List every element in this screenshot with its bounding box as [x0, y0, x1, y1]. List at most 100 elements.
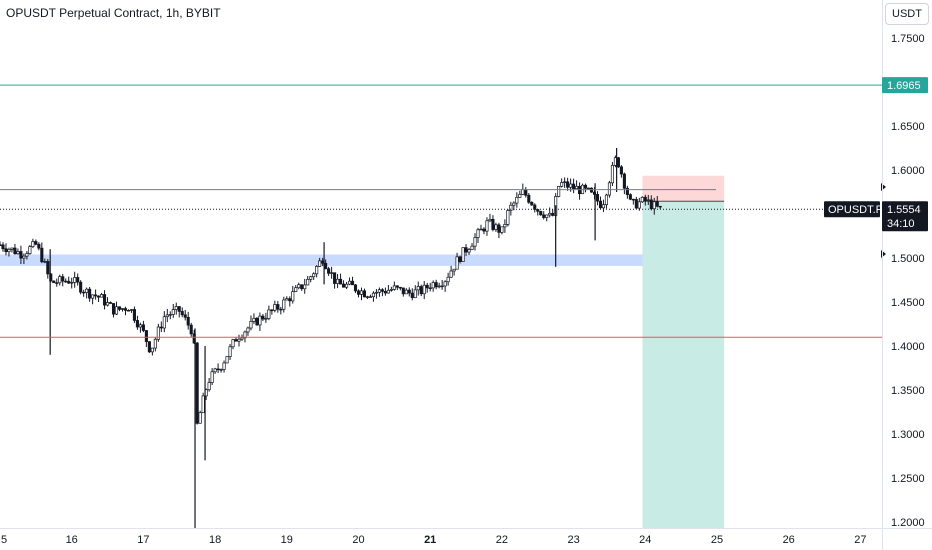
candle-body [383, 291, 387, 294]
candle-body [610, 165, 614, 184]
candle-body [303, 284, 307, 290]
price-axis[interactable]: 1.75001.65001.60001.55001.50001.45001.40… [881, 33, 925, 529]
candle-body [467, 249, 471, 253]
candle-body [345, 283, 349, 288]
candle-body [105, 302, 110, 306]
candle-body [255, 317, 259, 326]
candle-body [186, 316, 190, 326]
candle-body [524, 189, 528, 196]
time-tick-label: 23 [567, 534, 579, 546]
candle-body [297, 284, 301, 289]
candle-body [386, 289, 390, 294]
candle-body [270, 309, 274, 312]
candle-body [31, 241, 35, 248]
candle-body [422, 284, 426, 295]
time-tick-label: 26 [783, 534, 795, 546]
candle-body [655, 201, 659, 207]
candle-body [94, 294, 98, 297]
price-tick-label: 1.7500 [891, 33, 925, 45]
candle-body [70, 282, 74, 284]
candle-body [336, 278, 340, 284]
candle-body [425, 284, 429, 289]
symbol-tag [824, 201, 880, 218]
candle-body [0, 244, 2, 246]
candle-body [521, 189, 525, 195]
candle-body [25, 253, 29, 257]
candle-body [539, 210, 543, 216]
candle-body [395, 285, 399, 288]
candle-body [631, 198, 635, 201]
candles-layer [0, 148, 662, 529]
candle-body [616, 157, 620, 168]
candle-body [342, 283, 346, 288]
candle-body [339, 278, 343, 285]
candle-body [1, 244, 5, 250]
candle-body [240, 337, 244, 340]
candle-body [368, 296, 373, 298]
countdown-text: 34:10 [887, 218, 915, 230]
candle-body [225, 356, 229, 364]
candle-body [234, 339, 238, 342]
candle-body [97, 295, 101, 298]
candle-body [273, 304, 277, 311]
candle-body [643, 196, 647, 202]
candle-body [464, 247, 468, 253]
candle-body [377, 289, 381, 293]
candle-body [330, 272, 334, 274]
symbol-tag-text: OPUSDT.P [828, 204, 883, 216]
take-profit-box [642, 201, 725, 529]
level-price-tag-text: 1.6965 [887, 80, 921, 92]
price-tick-label: 1.4000 [891, 341, 925, 353]
candle-body [114, 306, 119, 315]
candle-body [497, 224, 501, 233]
candle-body [141, 324, 145, 331]
candle-body [228, 346, 232, 357]
candle-body [545, 214, 549, 218]
candle-body [398, 286, 402, 289]
candle-body [607, 182, 612, 196]
candle-body [476, 229, 480, 238]
candle-body [201, 395, 205, 414]
candle-body [560, 182, 564, 187]
candle-body [637, 201, 641, 209]
candle-body [371, 292, 375, 298]
drawings-layer [0, 175, 725, 529]
axis-marker-icon [881, 183, 886, 191]
candle-body [100, 294, 104, 298]
candle-body [365, 296, 370, 298]
candle-body [455, 256, 459, 270]
candle-body [515, 197, 519, 204]
candle-body [222, 362, 226, 370]
candle-body [10, 247, 14, 250]
candle-body [135, 320, 139, 328]
candle-body [309, 276, 313, 280]
candle-body [575, 185, 579, 190]
candle-body [649, 199, 653, 210]
candle-body [557, 185, 561, 197]
candle-body [231, 339, 235, 348]
currency-unit-button[interactable]: USDT [885, 3, 929, 25]
candle-body [353, 284, 358, 292]
candle-body [279, 308, 283, 311]
candle-body [494, 224, 498, 230]
candle-body [434, 282, 438, 288]
candle-body [327, 268, 331, 274]
candle-body [413, 289, 417, 298]
candle-body [356, 290, 361, 295]
candle-body [437, 285, 441, 288]
candle-body [129, 309, 134, 311]
candle-body [282, 299, 286, 310]
candle-body [488, 218, 492, 222]
stop-loss-box [642, 175, 725, 202]
time-tick-label: 24 [639, 534, 651, 546]
candle-body [404, 289, 408, 295]
candle-body [43, 261, 47, 263]
candle-body [640, 196, 644, 203]
candle-body [401, 287, 405, 295]
price-tick-label: 1.3000 [891, 429, 925, 441]
candle-body [362, 290, 367, 298]
candle-body [350, 280, 355, 286]
candle-body [347, 280, 352, 285]
candle-body [180, 311, 184, 316]
